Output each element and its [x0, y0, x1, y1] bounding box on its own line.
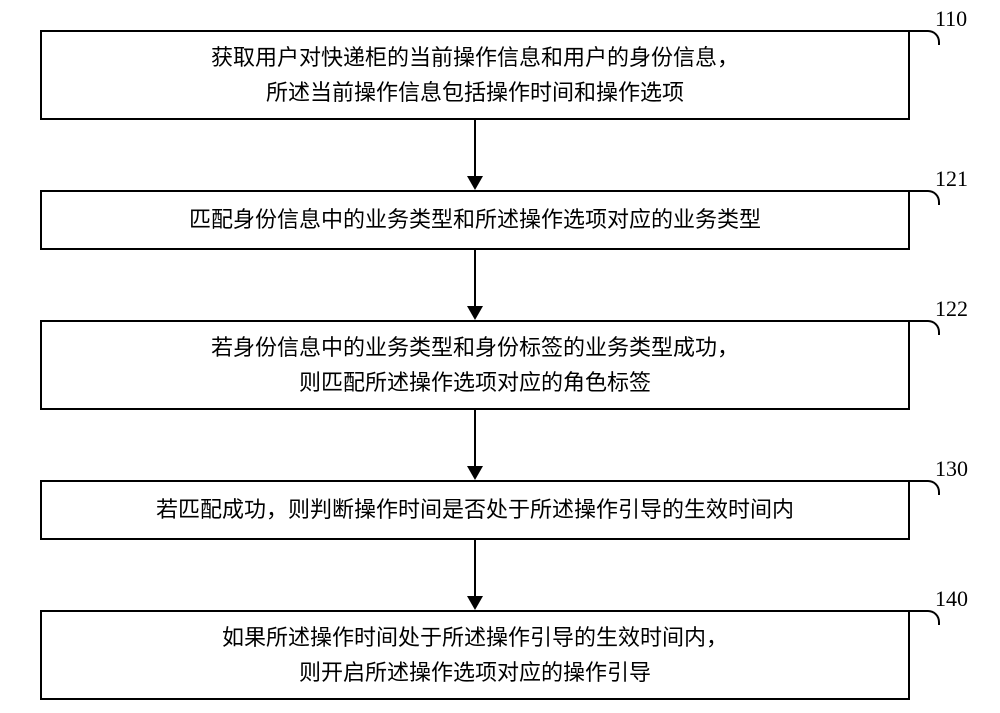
step-label-140: 140: [935, 586, 968, 612]
edge-121-122-head: [467, 306, 483, 320]
step-label-110: 110: [935, 6, 967, 32]
flow-node-130: 若匹配成功，则判断操作时间是否处于所述操作引导的生效时间内: [40, 480, 910, 540]
edge-122-130: [474, 410, 476, 466]
bracket-121: [910, 190, 940, 205]
edge-121-122: [474, 250, 476, 306]
bracket-122: [910, 320, 940, 335]
step-label-130: 130: [935, 456, 968, 482]
edge-110-121-head: [467, 176, 483, 190]
edge-130-140-head: [467, 596, 483, 610]
flow-node-121: 匹配身份信息中的业务类型和所述操作选项对应的业务类型: [40, 190, 910, 250]
flowchart-canvas: 获取用户对快递柜的当前操作信息和用户的身份信息， 所述当前操作信息包括操作时间和…: [0, 0, 1000, 713]
edge-130-140: [474, 540, 476, 596]
edge-122-130-head: [467, 466, 483, 480]
bracket-140: [910, 610, 940, 625]
flow-node-140: 如果所述操作时间处于所述操作引导的生效时间内， 则开启所述操作选项对应的操作引导: [40, 610, 910, 700]
bracket-130: [910, 480, 940, 495]
flow-node-110: 获取用户对快递柜的当前操作信息和用户的身份信息， 所述当前操作信息包括操作时间和…: [40, 30, 910, 120]
flow-node-122: 若身份信息中的业务类型和身份标签的业务类型成功， 则匹配所述操作选项对应的角色标…: [40, 320, 910, 410]
step-label-121: 121: [935, 166, 968, 192]
step-label-122: 122: [935, 296, 968, 322]
bracket-110: [910, 30, 940, 45]
edge-110-121: [474, 120, 476, 176]
